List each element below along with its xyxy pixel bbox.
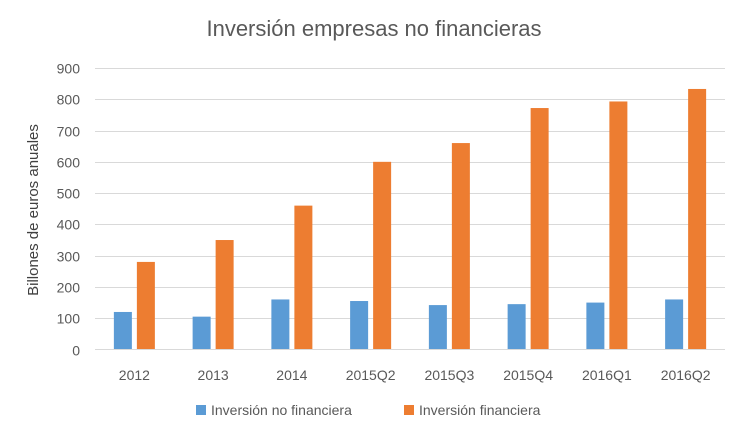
bar	[294, 205, 313, 350]
y-tick-label: 800	[57, 92, 81, 108]
bar	[215, 240, 234, 350]
x-tick-label: 2016Q1	[582, 367, 632, 383]
y-tick-label: 0	[72, 343, 80, 359]
gridlines	[95, 68, 725, 319]
legend: Inversión no financiera Inversión financi…	[196, 402, 541, 418]
x-tick-label: 2015Q3	[424, 367, 474, 383]
bar	[271, 299, 290, 350]
y-tick-label: 900	[57, 61, 81, 77]
x-tick-label: 2014	[276, 367, 307, 383]
y-tick-label: 500	[57, 186, 81, 202]
chart-title: Inversión empresas no financieras	[206, 16, 541, 41]
x-tick-label: 2012	[119, 367, 150, 383]
bar	[586, 302, 605, 350]
bar	[373, 161, 392, 350]
bar	[688, 88, 707, 350]
y-tick-label: 300	[57, 249, 81, 265]
legend-label: Inversión financiera	[419, 402, 541, 418]
legend-swatch	[196, 405, 206, 415]
y-axis-ticks: 0 100 200 300 400 500 600 700 800 900	[57, 61, 81, 359]
bar	[428, 305, 447, 350]
x-tick-label: 2013	[198, 367, 229, 383]
bar	[530, 108, 549, 350]
bar	[350, 301, 369, 350]
bar	[113, 311, 132, 350]
y-tick-label: 400	[57, 217, 81, 233]
x-tick-label: 2015Q4	[503, 367, 553, 383]
legend-swatch	[404, 405, 414, 415]
y-axis-label: Billones de euros anuales	[25, 124, 42, 296]
y-tick-label: 100	[57, 311, 81, 327]
bar	[192, 316, 211, 350]
y-tick-label: 700	[57, 124, 81, 140]
y-tick-label: 600	[57, 155, 81, 171]
legend-label: Inversión no financiera	[211, 402, 352, 418]
x-tick-label: 2016Q2	[661, 367, 711, 383]
bar	[665, 299, 684, 350]
bars	[113, 88, 707, 350]
x-tick-label: 2015Q2	[346, 367, 396, 383]
bar	[507, 304, 526, 350]
x-axis-ticks: 2012 2013 2014 2015Q2 2015Q3 2015Q4 2016Q1 2016…	[119, 367, 711, 383]
bar	[136, 261, 155, 350]
bar	[609, 101, 628, 350]
y-tick-label: 200	[57, 280, 81, 296]
bar	[451, 143, 470, 350]
